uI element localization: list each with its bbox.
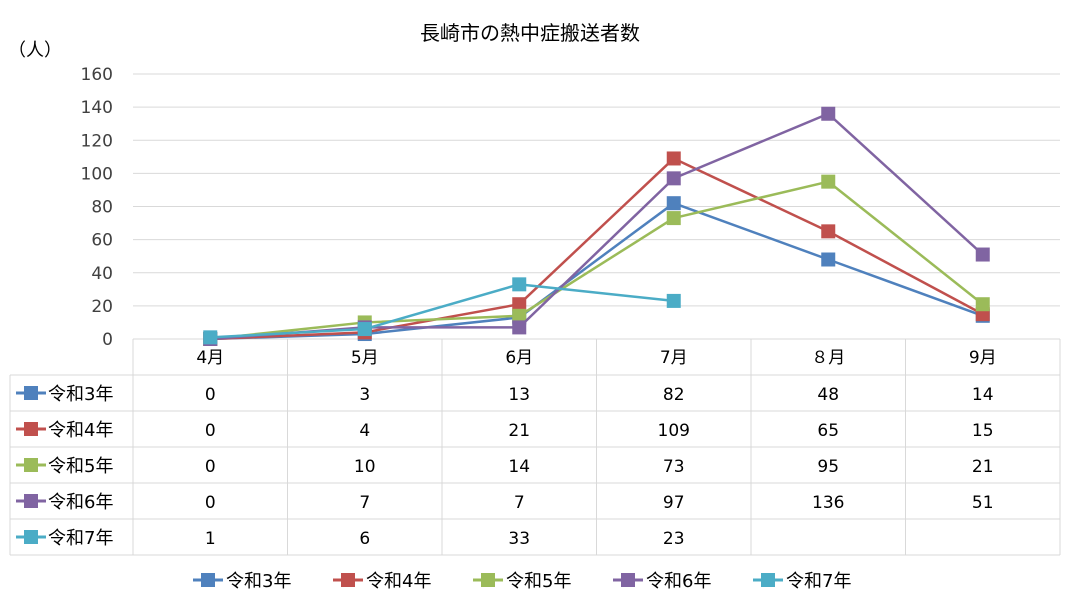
table-cell-value: 7 <box>514 493 525 513</box>
table-key-marker <box>24 458 38 472</box>
table-cell-value: 65 <box>817 421 839 441</box>
table-key-marker <box>24 494 38 508</box>
y-tick-label: 120 <box>81 131 113 151</box>
table-cell-value: 10 <box>354 457 376 477</box>
y-tick-label: 100 <box>81 164 113 184</box>
legend-label: 令和4年 <box>366 571 431 592</box>
data-point-marker <box>512 320 527 335</box>
series-line <box>210 112 984 341</box>
table-series-name: 令和3年 <box>48 384 113 405</box>
data-point-marker <box>666 151 681 166</box>
legend-key-marker <box>481 573 495 587</box>
x-category-label: 5月 <box>351 348 379 368</box>
table-series-name: 令和7年 <box>48 528 113 549</box>
table-cell-value: 0 <box>205 385 216 405</box>
table-cell-value: 82 <box>663 385 685 405</box>
y-tick-label: 0 <box>102 330 113 350</box>
series-line <box>210 201 984 341</box>
series-line <box>210 180 984 341</box>
table-cell-value: 0 <box>205 457 216 477</box>
table-cell-value: 7 <box>359 493 370 513</box>
table-cell-value: 23 <box>663 529 685 549</box>
y-tick-label: 20 <box>91 297 113 317</box>
x-category-label: ８月 <box>811 348 845 368</box>
data-point-marker <box>821 174 836 189</box>
legend-label: 令和6年 <box>646 571 711 592</box>
data-point-marker <box>203 330 218 345</box>
data-point-marker <box>512 308 527 323</box>
data-point-marker <box>357 322 372 337</box>
table-cell-value: 21 <box>972 457 994 477</box>
table-series-name: 令和6年 <box>48 492 113 513</box>
chart-title: 長崎市の熱中症搬送者数 <box>420 21 640 45</box>
table-key-marker <box>24 530 38 544</box>
x-category-label: 9月 <box>969 348 997 368</box>
table-key-marker <box>24 386 38 400</box>
y-tick-label: 140 <box>81 98 113 118</box>
gridlines: 0 20 40 60 80 100 120 140 160 <box>81 65 1060 350</box>
table-cell-value: 109 <box>658 421 690 441</box>
y-tick-label: 160 <box>81 65 113 85</box>
table-cell-value: 6 <box>359 529 370 549</box>
table-cell-value: 0 <box>205 493 216 513</box>
table-cell-value: 0 <box>205 421 216 441</box>
legend: 令和3年 令和4年 令和5年 令和6年 令和7年 <box>193 571 851 592</box>
table-cell-value: 95 <box>817 457 839 477</box>
table-cell-value: 73 <box>663 457 685 477</box>
legend-key-marker <box>201 573 215 587</box>
legend-label: 令和5年 <box>506 571 571 592</box>
table-cell-value: 33 <box>508 529 530 549</box>
data-point-marker <box>666 293 681 308</box>
y-tick-label: 80 <box>91 198 113 218</box>
data-point-marker <box>975 247 990 262</box>
table-cell-value: 4 <box>359 421 370 441</box>
data-point-marker <box>821 224 836 239</box>
x-category-label: 7月 <box>660 348 688 368</box>
x-category-label: 4月 <box>196 348 224 368</box>
series-line <box>210 157 984 341</box>
table-series-name: 令和5年 <box>48 456 113 477</box>
table-cell-value: 51 <box>972 493 994 513</box>
data-point-marker <box>666 196 681 211</box>
data-point-marker <box>975 297 990 312</box>
x-category-label: 6月 <box>505 348 533 368</box>
table-cell-value: 13 <box>508 385 530 405</box>
table-key-marker <box>24 422 38 436</box>
data-point-marker <box>666 211 681 226</box>
legend-key-marker <box>341 573 355 587</box>
data-point-marker <box>821 252 836 267</box>
data-point-marker <box>512 297 527 312</box>
data-point-marker <box>512 277 527 292</box>
y-unit-label: （人） <box>8 40 62 61</box>
series-lines <box>203 106 990 346</box>
table-cell-value: 1 <box>205 529 216 549</box>
data-point-marker <box>821 106 836 121</box>
y-tick-label: 60 <box>91 231 113 251</box>
table-series-name: 令和4年 <box>48 420 113 441</box>
table-cell-value: 97 <box>663 493 685 513</box>
series-line <box>210 283 674 339</box>
table-cell-value: 136 <box>812 493 844 513</box>
table-cell-value: 3 <box>359 385 370 405</box>
table-cell-value: 48 <box>817 385 839 405</box>
y-tick-label: 40 <box>91 264 113 284</box>
table-cell-value: 15 <box>972 421 994 441</box>
legend-label: 令和7年 <box>786 571 851 592</box>
table-cell-value: 14 <box>972 385 994 405</box>
legend-label: 令和3年 <box>226 571 291 592</box>
data-point-marker <box>666 171 681 186</box>
table-cell-value: 14 <box>508 457 530 477</box>
table-cell-value: 21 <box>508 421 530 441</box>
legend-key-marker <box>761 573 775 587</box>
legend-key-marker <box>621 573 635 587</box>
